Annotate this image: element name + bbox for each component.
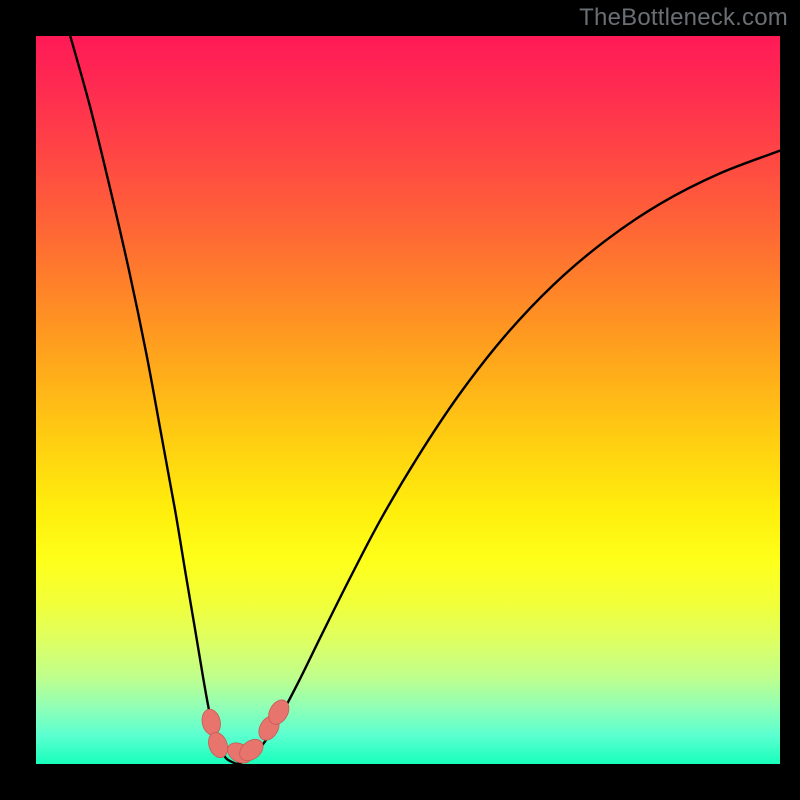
chart-svg	[0, 0, 800, 800]
bottleneck-chart: TheBottleneck.com	[0, 0, 800, 800]
plot-background	[36, 36, 780, 764]
watermark-text: TheBottleneck.com	[579, 4, 788, 32]
